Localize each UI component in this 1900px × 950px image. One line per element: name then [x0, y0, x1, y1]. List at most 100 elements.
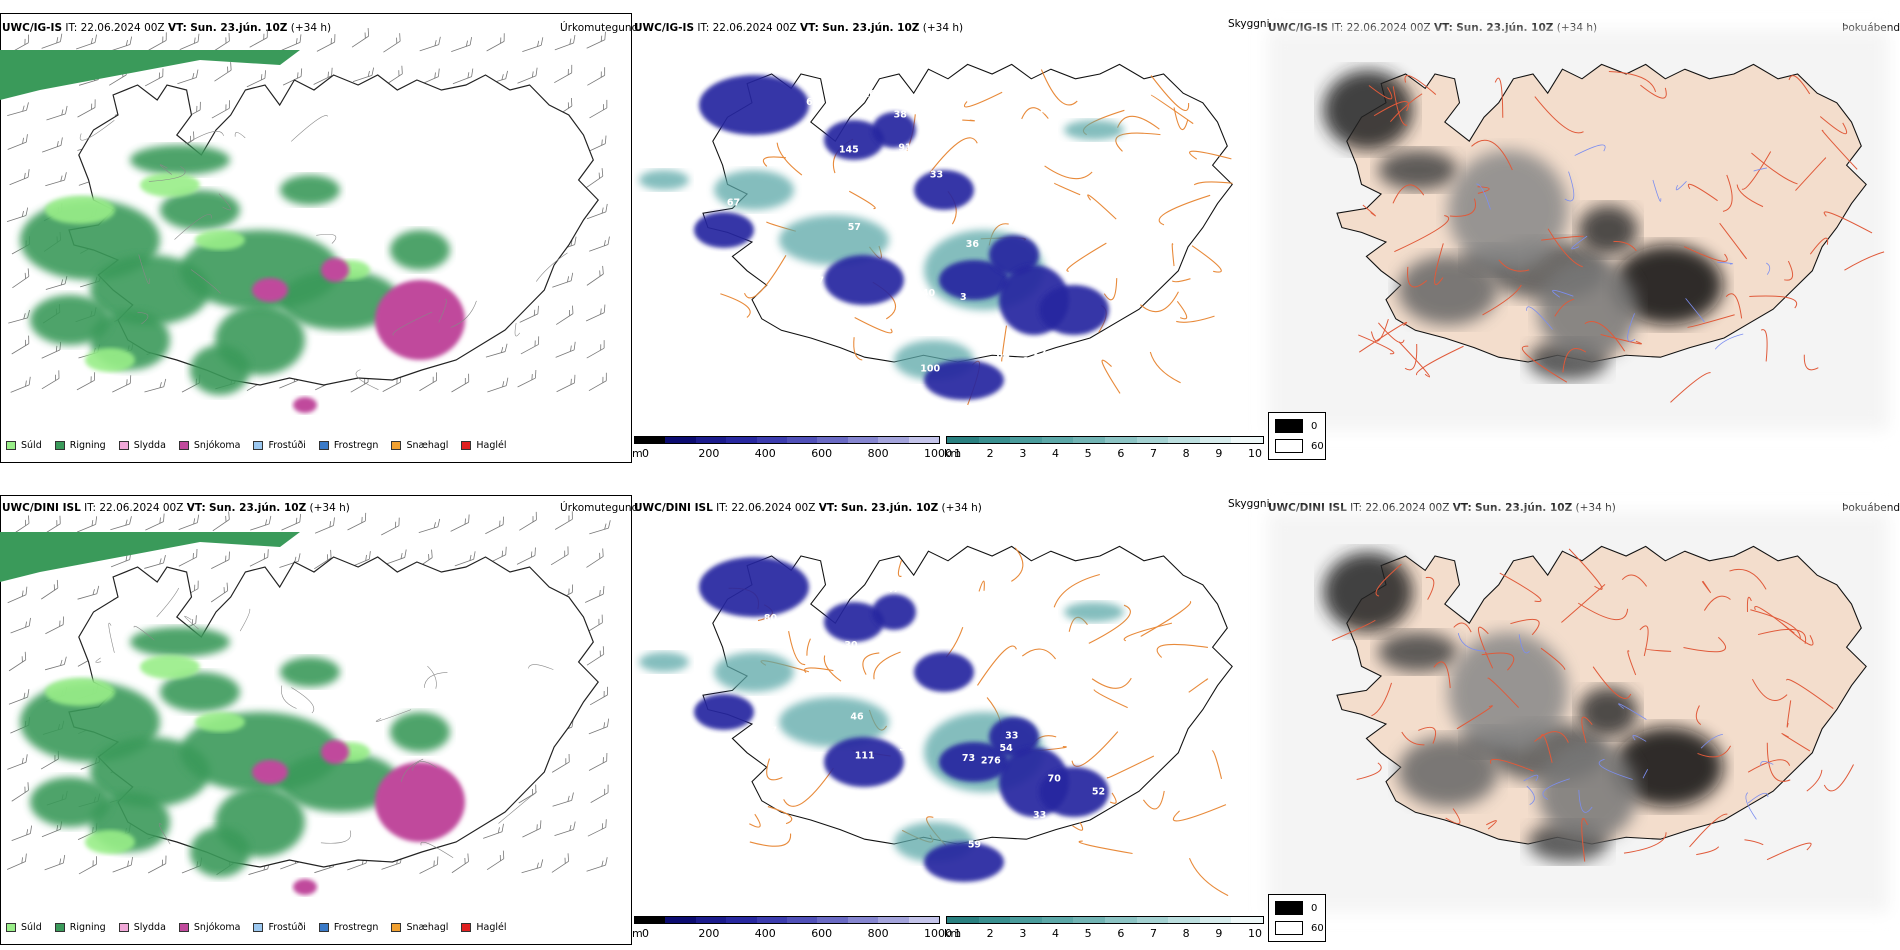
fog-legend-row: 0 [1275, 901, 1317, 915]
road-network [1358, 71, 1885, 403]
cloudbase-value-label: 70 [813, 196, 827, 207]
cloudbase-value-label: 204 [863, 89, 883, 100]
legend-label: Slydda [133, 440, 166, 451]
cloudbase-value-label: 84 [843, 674, 857, 685]
cloudbase-value-label: 36 [966, 239, 980, 250]
colorbar-unit: m [632, 447, 643, 460]
legend-swatch [6, 441, 16, 450]
cloudbase-value-label: 145 [839, 145, 859, 156]
colorbar-unit: km [944, 927, 962, 940]
low-cloud-area [999, 747, 1069, 817]
low-cloud-area [694, 694, 754, 730]
cloudbase-value-label: 46 [938, 704, 952, 715]
colorbar-tick-label: 4 [1052, 927, 1059, 940]
colorbar-tick-label: 6 [1117, 927, 1125, 940]
cloudbase-value-label: 90 [881, 165, 895, 176]
legend-label: Frostregn [333, 922, 379, 933]
model-name: UWC/DINI ISL [2, 502, 81, 514]
visibility-colorbar: km 1 2 3 4 5 6 7 8 9 10 [944, 916, 1264, 942]
colorbar-strip [634, 916, 940, 924]
legend-item: Haglél [461, 922, 507, 933]
cloudbase-value-label: 71 [1048, 628, 1061, 639]
legend-label: Snæhagl [406, 922, 449, 933]
colorbar-tick-label: 9 [1215, 927, 1223, 940]
cloudbase-value-label: 37 [899, 743, 912, 754]
low-cloud-area [924, 842, 1004, 882]
visibility-colorbar: km 1 2 3 4 5 6 7 8 9 10 [944, 436, 1264, 462]
param-title: Úrkomutegund [560, 502, 639, 514]
cloudbase-value-label: 46 [850, 712, 864, 723]
legend-swatch [54, 441, 65, 450]
legend-label: Haglél [476, 922, 507, 933]
valid-time: Sun. 23.jún. 10Z [841, 502, 939, 514]
fog-legend-label: 60 [1311, 922, 1324, 934]
low-cloud-area [824, 120, 884, 160]
cloudbase-value-label: 93 [818, 319, 831, 330]
road-network [1331, 548, 1854, 862]
cloudbase-value-label: 52 [928, 144, 941, 155]
legend-label: Snjókoma [193, 440, 241, 451]
precip-legend: Súld Rigning Slydda Snjókoma Frostúði Frostre… [6, 922, 520, 933]
cloudbase-value-label: 33 [1033, 810, 1046, 821]
low-visibility-area [924, 712, 1044, 792]
colorbar-tick-label: 800 [867, 447, 889, 460]
panel-header: UWC/DINI ISL IT: 22.06.2024 00Z VT: Sun.… [2, 502, 350, 514]
cloudbase-value-label: 47 [886, 584, 899, 595]
cloudbase-value-label: 61 [806, 97, 819, 108]
legend-label: Snjókoma [193, 922, 241, 933]
panel-header: UWC/IG-IS IT: 22.06.2024 00Z VT: Sun. 23… [1268, 22, 1598, 34]
panel-header: UWC/DINI ISL IT: 22.06.2024 00Z VT: Sun.… [1268, 502, 1616, 514]
fog-area [1488, 722, 1608, 782]
colorbar-tick-label: 800 [867, 927, 889, 940]
legend-item: Snjókoma [178, 440, 241, 451]
fog-legend-label: 60 [1311, 440, 1324, 452]
cloudbase-value-label: 55 [924, 140, 937, 151]
fog-area [1613, 727, 1723, 807]
legend-label: Frostúði [268, 440, 306, 451]
valid-time: Sun. 23.jún. 10Z [209, 502, 307, 514]
low-cloud-area [914, 170, 974, 210]
low-cloud-area [1039, 285, 1109, 335]
legend-swatch [253, 441, 264, 450]
low-visibility-area [779, 697, 889, 747]
low-cloud-area [699, 557, 809, 617]
fog-legend-row: 60 [1275, 439, 1324, 453]
init-time: 22.06.2024 00Z [731, 502, 816, 514]
legend-item: Snjókoma [178, 922, 241, 933]
cloudbase-value-label: 88 [1003, 360, 1017, 371]
cloudbase-value-label: 46 [1040, 105, 1054, 116]
fog-area [1378, 632, 1458, 672]
legend-swatch [178, 923, 189, 932]
legend-swatch [178, 441, 189, 450]
legend-item: Frostúði [253, 440, 306, 451]
low-cloud-area [939, 260, 1009, 300]
cloudbase-value-label: 38 [894, 109, 908, 120]
fog-area [1463, 245, 1513, 275]
fog-area [1538, 742, 1638, 842]
low-cloud-area [939, 742, 1009, 782]
init-time: 22.06.2024 00Z [80, 22, 165, 34]
legend-swatch [318, 923, 329, 932]
cloudbase-value-label: 38 [814, 833, 828, 844]
colorbar-tick-label: 5 [1084, 927, 1092, 940]
legend-item: Slydda [118, 922, 166, 933]
model-name: UWC/IG-IS [1268, 22, 1329, 34]
legend-item: Rigning [54, 440, 106, 451]
cloudbase-value-label: 27 [1034, 347, 1047, 358]
low-visibility-area [714, 170, 794, 210]
fog-area [1528, 822, 1608, 862]
low-cloud-area [924, 360, 1004, 400]
panel-header: UWC/IG-IS IT: 22.06.2024 00Z VT: Sun. 23… [634, 22, 964, 34]
lead-time: (+34 h) [290, 22, 332, 34]
low-visibility-area [894, 340, 974, 380]
cloudbase-value-label: 61 [900, 169, 913, 180]
legend-item: Haglél [461, 440, 507, 451]
colorbar-tick-label: 3 [1019, 927, 1027, 940]
model-name: UWC/IG-IS [2, 22, 63, 34]
fog-index-map [1268, 512, 1888, 912]
legend-item: Frostregn [318, 440, 378, 451]
init-time: 22.06.2024 00Z [99, 502, 184, 514]
lead-time: (+34 h) [941, 502, 982, 514]
init-time: 22.06.2024 00Z [1346, 22, 1431, 34]
colorbar-unit: m [632, 927, 643, 940]
